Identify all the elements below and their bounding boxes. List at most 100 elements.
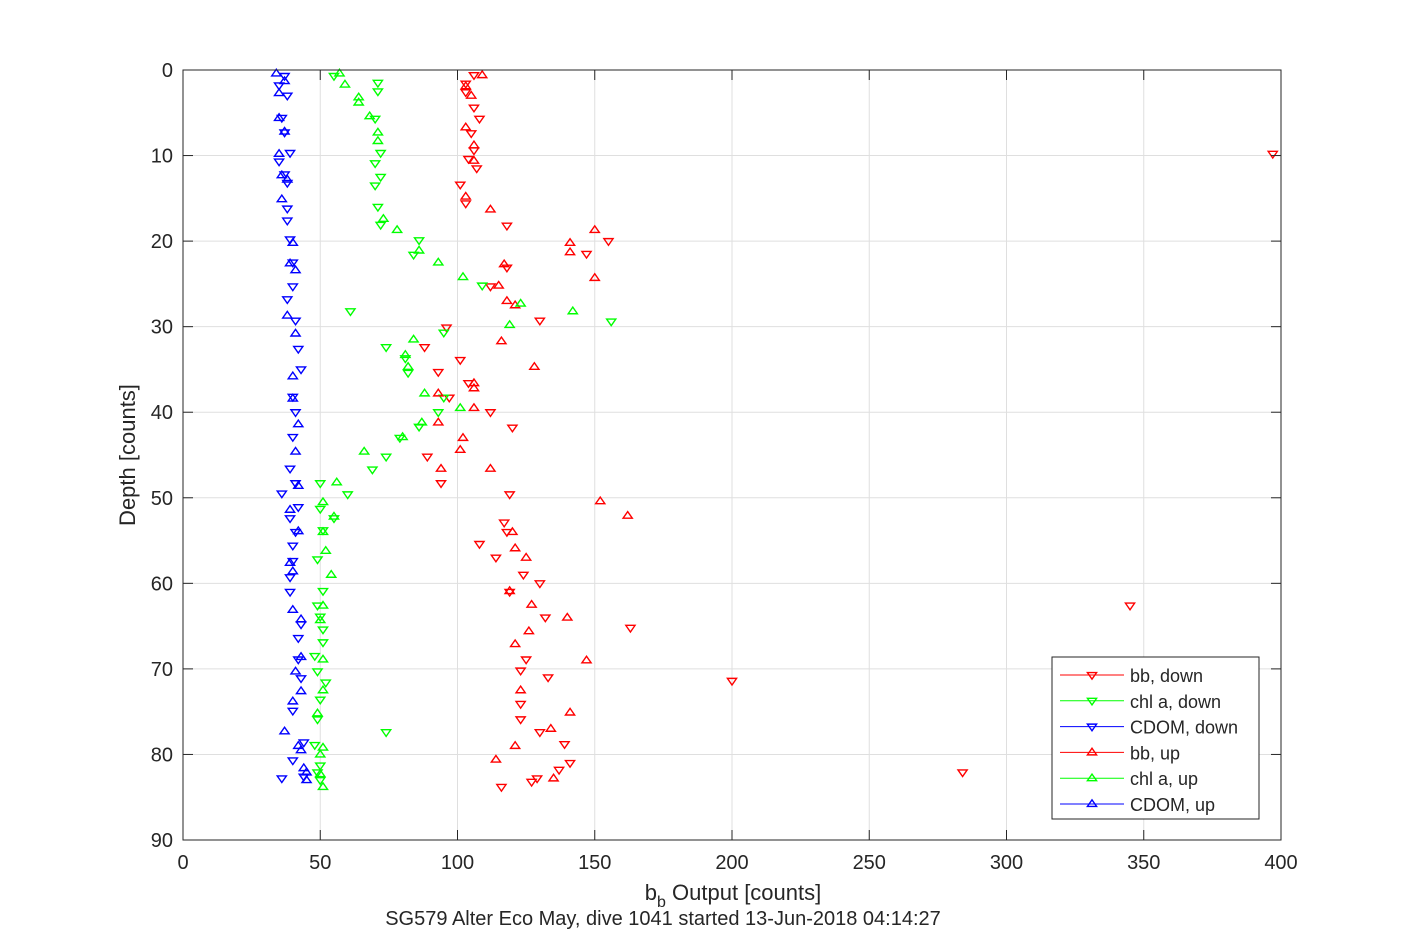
data-point: [284, 149, 296, 159]
data-point: [281, 296, 294, 305]
data-point: [432, 388, 445, 397]
data-point: [281, 92, 294, 102]
data-point: [435, 480, 447, 489]
x-axis-label-subscript: b: [657, 894, 666, 911]
legend-label: bb, up: [1130, 743, 1180, 763]
data-point: [468, 402, 480, 412]
data-point: [457, 432, 469, 442]
data-point: [726, 677, 738, 687]
data-point: [407, 251, 420, 261]
data-point: [273, 148, 286, 158]
data-point: [498, 519, 511, 528]
x-tick-label: 0: [177, 852, 188, 874]
data-point: [319, 679, 332, 688]
legend-label: bb, down: [1130, 666, 1203, 686]
data-point: [476, 69, 489, 79]
data-point: [317, 742, 329, 751]
data-point: [473, 115, 486, 125]
x-tick-label: 250: [853, 852, 886, 874]
data-point: [319, 545, 332, 555]
data-point: [284, 257, 296, 267]
data-point: [509, 542, 522, 552]
data-point: [580, 250, 593, 260]
data-point: [297, 762, 310, 772]
data-point: [396, 431, 409, 441]
legend-marker: [1086, 697, 1098, 707]
data-point: [317, 600, 329, 609]
data-point: [517, 571, 530, 581]
y-tick-label: 80: [151, 744, 173, 766]
data-point: [495, 335, 508, 345]
data-point: [289, 409, 302, 418]
data-point: [407, 334, 420, 343]
data-point: [317, 526, 329, 536]
data-point: [295, 675, 307, 684]
data-point: [289, 317, 302, 327]
data-point: [286, 565, 299, 575]
data-point: [297, 739, 310, 748]
data-point: [566, 305, 579, 315]
y-tick-label: 70: [151, 659, 173, 681]
legend-marker: [1086, 747, 1098, 756]
data-point: [281, 310, 294, 319]
data-point: [580, 654, 593, 664]
data-point: [459, 191, 472, 200]
data-point: [289, 446, 302, 455]
data-point: [281, 205, 294, 214]
data-point: [289, 666, 302, 675]
data-point: [371, 135, 384, 145]
data-point: [564, 246, 576, 256]
legend-label: chl a, down: [1130, 692, 1221, 712]
data-point: [564, 707, 576, 716]
data-point: [369, 182, 382, 191]
data-point: [432, 409, 445, 418]
data-point: [476, 282, 489, 291]
data-point: [514, 700, 527, 710]
x-axis-label: bb Output [counts]: [645, 880, 821, 911]
data-point: [564, 759, 576, 769]
data-point: [520, 552, 533, 561]
data-point: [509, 740, 522, 750]
x-axis-label-main: b: [645, 880, 657, 905]
legend-marker: [1086, 723, 1098, 732]
data-point: [454, 402, 467, 412]
x-tick-label: 300: [990, 852, 1023, 874]
data-point: [286, 283, 299, 292]
data-point: [295, 613, 307, 623]
legend: bb, down chl a, down CDOM, down bb, up chl a…: [1051, 656, 1260, 820]
data-point: [314, 614, 327, 624]
data-point: [273, 158, 286, 167]
data-point: [286, 557, 299, 567]
data-point: [292, 634, 305, 644]
data-point: [295, 685, 307, 695]
data-point: [275, 775, 288, 784]
x-tick-label: 100: [441, 852, 474, 874]
y-tick-label: 60: [151, 573, 173, 595]
data-point: [602, 237, 615, 247]
data-point: [278, 75, 291, 85]
data-point: [468, 377, 480, 387]
data-point: [413, 237, 426, 246]
data-point: [369, 115, 382, 125]
data-point: [437, 329, 450, 339]
data-point: [317, 684, 329, 694]
data-point: [289, 264, 302, 274]
data-point: [275, 193, 288, 203]
data-point: [358, 446, 371, 455]
data-point: [374, 149, 387, 159]
x-axis-label-rest: Output [counts]: [666, 880, 821, 905]
data-point: [956, 769, 969, 778]
data-point: [380, 729, 393, 738]
data-point: [503, 491, 516, 500]
data-point: [544, 723, 557, 732]
data-point: [292, 740, 305, 750]
data-point: [314, 768, 327, 778]
data-point: [503, 588, 516, 598]
data-point: [484, 204, 497, 213]
data-point: [454, 444, 467, 454]
series-chl-a-up: [311, 68, 579, 791]
data-point: [311, 708, 324, 717]
series-chl-a-down: [308, 72, 618, 786]
data-point: [533, 729, 546, 738]
x-tick-label: 200: [715, 852, 748, 874]
